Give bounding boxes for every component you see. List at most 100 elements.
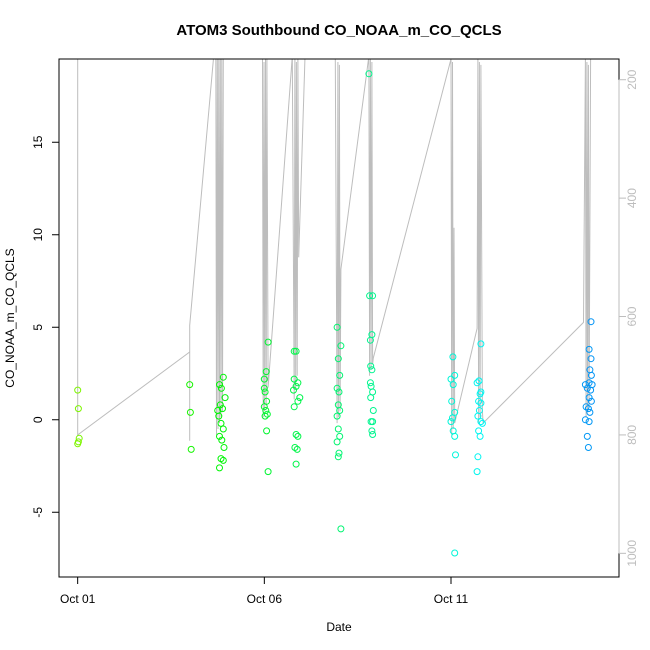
data-point [221,394,229,402]
data-point [587,386,595,394]
data-point [452,451,459,459]
data-point [336,407,344,414]
data-point [367,382,375,390]
data-point [263,427,271,435]
data-point [369,431,377,438]
data-point [584,444,592,451]
data-point [216,401,224,409]
data-point [585,345,593,353]
pressure-trace-line [77,59,592,441]
data-point [368,427,376,435]
data-point [220,444,228,451]
y-axis-label: CO_NOAA_m_CO_QCLS [3,248,17,387]
data-point [336,432,344,440]
data-point [368,366,376,374]
data-point [294,432,302,440]
data-point [290,386,297,394]
data-point [294,379,302,387]
data-point [74,405,82,413]
data-point [583,384,591,392]
data-point [264,338,272,346]
data-point [290,347,298,355]
y-tick-label: 15 [31,135,45,149]
data-point [260,375,268,383]
data-point [586,408,594,416]
data-point [474,453,482,461]
right-tick-label: 600 [625,306,639,326]
data-point [261,412,269,420]
data-point [290,375,298,383]
data-point [337,525,345,533]
data-point [333,323,341,331]
x-tick-label: Oct 01 [60,592,96,606]
data-point [334,425,342,433]
data-point [476,390,484,398]
data-point [473,379,481,387]
data-point [367,362,375,370]
right-pressure-axis: 200 400 600 800 1000 [618,69,639,567]
data-point [333,412,341,420]
data-point [292,431,300,438]
data-point [585,418,593,426]
x-axis: Oct 01 Oct 06 Oct 11 [60,576,469,606]
data-point [366,292,374,300]
x-tick-label: Oct 06 [247,592,283,606]
data-point [335,388,343,396]
data-point [337,342,345,350]
data-point [369,388,377,396]
data-point [451,371,459,379]
data-point [219,405,226,413]
data-point [292,347,300,355]
data-point [290,403,298,411]
data-point [366,336,374,344]
data-point [218,436,226,444]
data-point [451,432,459,440]
data-point [262,368,270,376]
data-points [74,70,596,557]
data-point [477,399,485,407]
data-point [587,397,595,405]
data-point [367,394,375,402]
data-point [475,377,483,385]
data-point [333,384,341,392]
data-point [478,419,486,427]
data-point [475,407,483,414]
data-point [216,464,223,472]
y-tick-label: 10 [31,228,45,242]
data-point [336,371,344,379]
data-point [582,403,590,411]
data-point [261,388,269,396]
y-tick-label: 0 [31,416,45,423]
data-point [585,394,593,402]
data-point [293,445,301,453]
data-point [474,412,482,420]
data-point [449,353,457,361]
data-point [264,468,272,476]
y-tick-label: -5 [31,507,45,518]
y-tick-label: 5 [31,324,45,331]
data-point [217,384,225,392]
right-tick-label: 200 [625,69,639,89]
data-point [296,394,304,402]
data-point [292,460,300,468]
right-tick-label: 800 [625,425,639,445]
data-point [260,403,268,411]
data-point [186,408,194,416]
data-point [294,397,302,405]
data-point [587,318,595,326]
data-point [219,425,227,433]
data-point [219,373,227,381]
data-point [473,468,481,476]
data-point [581,381,589,389]
data-point [74,440,82,448]
data-point [187,445,195,453]
data-point [583,432,591,440]
data-point [263,410,271,418]
right-tick-label: 1000 [625,540,639,567]
x-tick-label: Oct 11 [434,592,469,606]
data-point [477,418,485,426]
pressure-trace [77,59,592,441]
data-point [74,386,82,394]
data-point [219,456,227,464]
